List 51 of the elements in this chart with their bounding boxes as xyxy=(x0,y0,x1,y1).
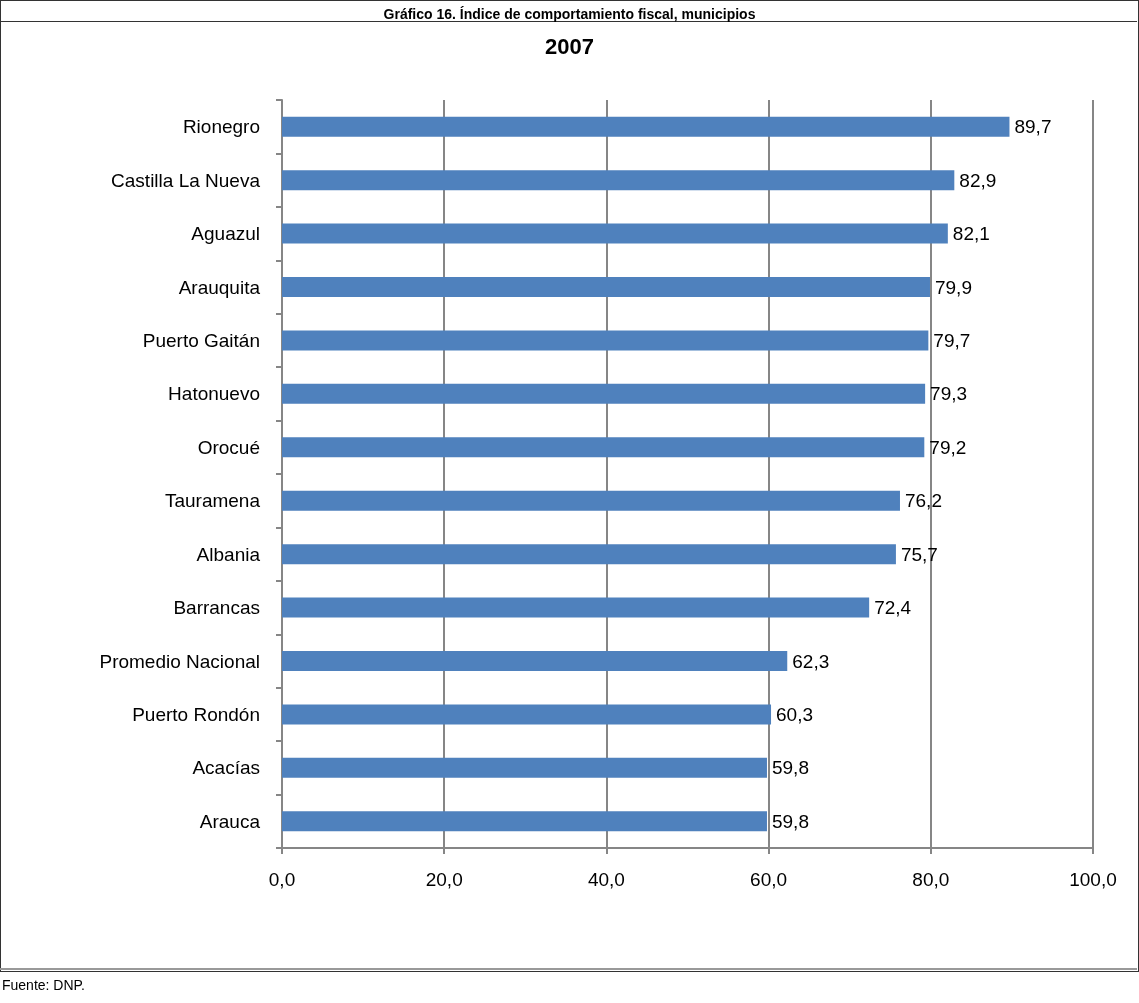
data-label: 79,2 xyxy=(929,436,967,458)
x-tick-label: 100,0 xyxy=(1069,869,1117,890)
bar xyxy=(282,170,955,191)
y-tick-label: Hatonuevo xyxy=(168,383,260,405)
bar xyxy=(282,490,900,511)
y-tick-label: Promedio Nacional xyxy=(99,650,260,672)
y-tick-label: Albania xyxy=(196,543,261,565)
bar xyxy=(282,223,948,244)
data-label: 79,7 xyxy=(933,329,971,351)
bar xyxy=(282,383,926,404)
x-tick-label: 80,0 xyxy=(912,869,950,890)
bar xyxy=(282,811,767,832)
bar xyxy=(282,651,788,671)
data-label: 89,7 xyxy=(1014,116,1052,138)
data-label: 75,7 xyxy=(900,543,938,565)
y-tick-label: Castilla La Nueva xyxy=(111,169,261,191)
bar xyxy=(282,597,870,618)
bar xyxy=(282,544,896,565)
data-label: 76,2 xyxy=(904,490,942,512)
y-tick-label: Tauramena xyxy=(164,490,261,512)
bar xyxy=(282,277,930,297)
y-tick-label: Arauca xyxy=(199,810,261,832)
data-label: 60,3 xyxy=(776,703,814,725)
chart-subtitle: 2007 xyxy=(545,33,594,59)
bar xyxy=(282,116,1010,137)
data-label: 62,3 xyxy=(792,650,830,672)
x-tick-label: 0,0 xyxy=(268,869,296,890)
y-tick-label: Puerto Rondón xyxy=(132,703,260,725)
x-tick-label: 40,0 xyxy=(587,869,625,890)
data-label: 59,8 xyxy=(771,810,809,832)
y-tick-label: Aguazul xyxy=(191,223,260,245)
y-tick-label: Arauquita xyxy=(178,276,261,298)
y-tick-label: Rionegro xyxy=(182,116,260,138)
x-tick-label: 60,0 xyxy=(750,869,788,890)
y-tick-label: Orocué xyxy=(197,436,260,458)
source-note: Fuente: DNP. xyxy=(2,977,86,993)
chart-title: Gráfico 16. Índice de comportamiento fiscal, municipios xyxy=(383,6,756,22)
data-label: 72,4 xyxy=(874,597,912,619)
bar xyxy=(282,757,767,778)
y-tick-label: Acacías xyxy=(192,757,260,779)
data-label: 79,3 xyxy=(930,383,968,405)
bar xyxy=(282,437,925,458)
bar xyxy=(282,330,929,351)
data-label: 82,1 xyxy=(952,223,990,245)
data-label: 82,9 xyxy=(959,169,997,191)
y-tick-label: Barrancas xyxy=(173,597,260,619)
x-tick-label: 20,0 xyxy=(425,869,463,890)
data-label: 59,8 xyxy=(771,757,809,779)
bar xyxy=(282,704,772,725)
data-label: 79,9 xyxy=(934,276,972,298)
y-tick-label: Puerto Gaitán xyxy=(142,329,260,351)
